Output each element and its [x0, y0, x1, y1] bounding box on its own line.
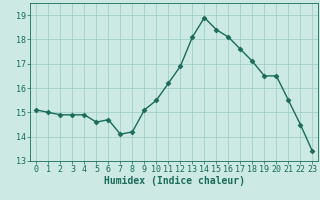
X-axis label: Humidex (Indice chaleur): Humidex (Indice chaleur)	[104, 176, 245, 186]
